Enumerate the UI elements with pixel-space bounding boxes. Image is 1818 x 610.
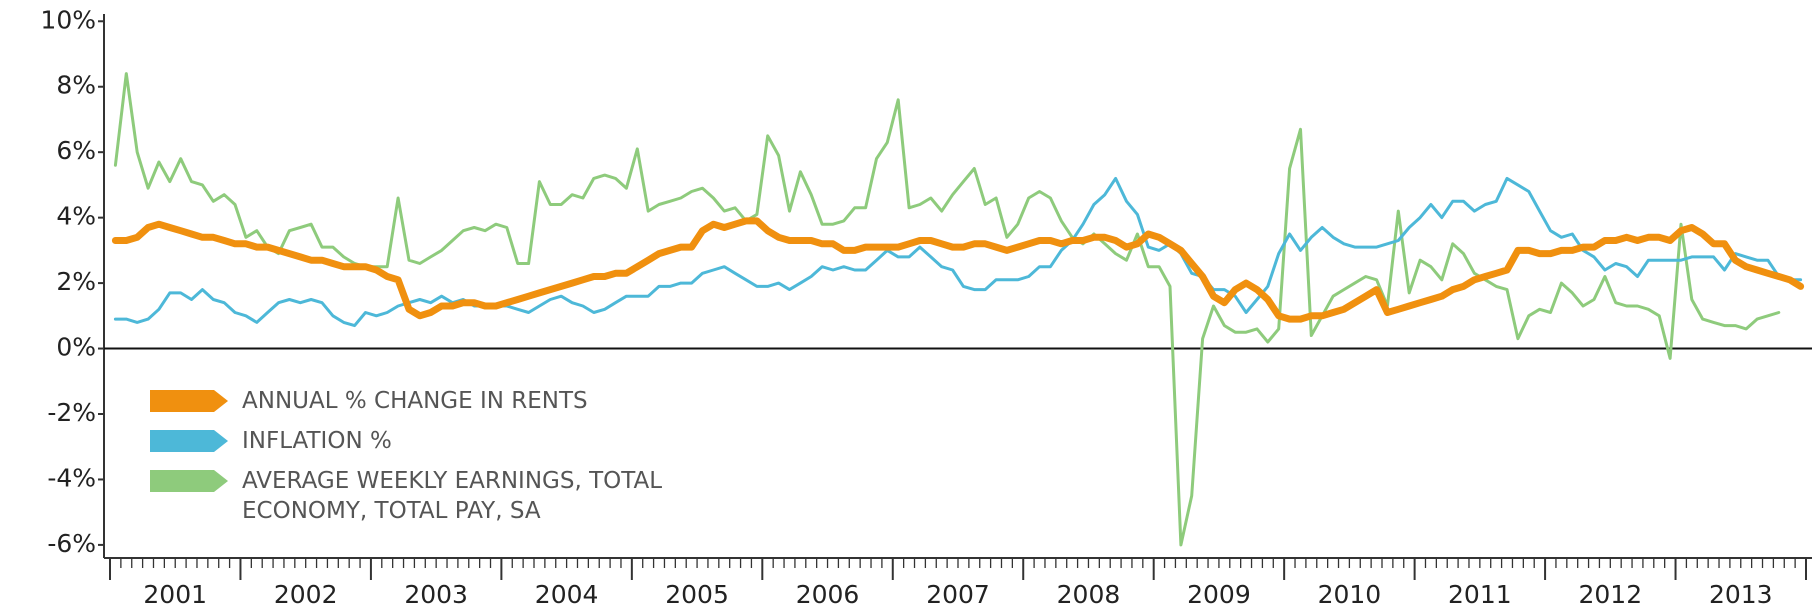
legend-swatch <box>150 430 228 452</box>
x-tick-label: 2002 <box>274 580 338 609</box>
legend-item: ANNUAL % CHANGE IN RENTS <box>150 386 722 416</box>
y-tick-label: 0% <box>56 333 96 362</box>
x-tick-label: 2008 <box>1057 580 1121 609</box>
legend-label: ANNUAL % CHANGE IN RENTS <box>242 388 588 414</box>
x-tick-label: 2001 <box>143 580 207 609</box>
series-line <box>113 176 1803 328</box>
legend-label: AVERAGE WEEKLY EARNINGS, TOTAL ECONOMY, … <box>242 468 663 524</box>
legend-arrow <box>150 470 228 492</box>
legend-label: INFLATION % <box>242 428 392 454</box>
x-tick-label: 2003 <box>404 580 468 609</box>
x-tick-label: 2012 <box>1578 580 1642 609</box>
y-tick-label: 8% <box>56 71 96 100</box>
y-tick-label: -2% <box>47 398 96 427</box>
series-line <box>111 217 1805 323</box>
series-line <box>113 72 1781 547</box>
legend-item: AVERAGE WEEKLY EARNINGS, TOTAL ECONOMY, … <box>150 466 722 526</box>
y-tick-label: 4% <box>56 202 96 231</box>
x-tick-label: 2010 <box>1318 580 1382 609</box>
y-tick-label: -6% <box>47 529 96 558</box>
y-tick-label: 6% <box>56 136 96 165</box>
y-tick-label: -4% <box>47 463 96 492</box>
x-tick-label: 2004 <box>535 580 599 609</box>
legend-item: INFLATION % <box>150 426 722 456</box>
y-tick-label: 10% <box>40 5 96 34</box>
x-tick-label: 2006 <box>796 580 860 609</box>
x-tick-label: 2007 <box>926 580 990 609</box>
y-tick-label: 2% <box>56 267 96 296</box>
x-tick-label: 2013 <box>1709 580 1773 609</box>
legend-arrow <box>150 390 228 412</box>
x-tick-label: 2011 <box>1448 580 1512 609</box>
legend-arrow <box>150 430 228 452</box>
legend: ANNUAL % CHANGE IN RENTS INFLATION % AVERA… <box>150 386 722 536</box>
legend-swatch <box>150 390 228 412</box>
legend-swatch <box>150 470 228 492</box>
x-tick-label: 2005 <box>665 580 729 609</box>
x-tick-label: 2009 <box>1187 580 1251 609</box>
